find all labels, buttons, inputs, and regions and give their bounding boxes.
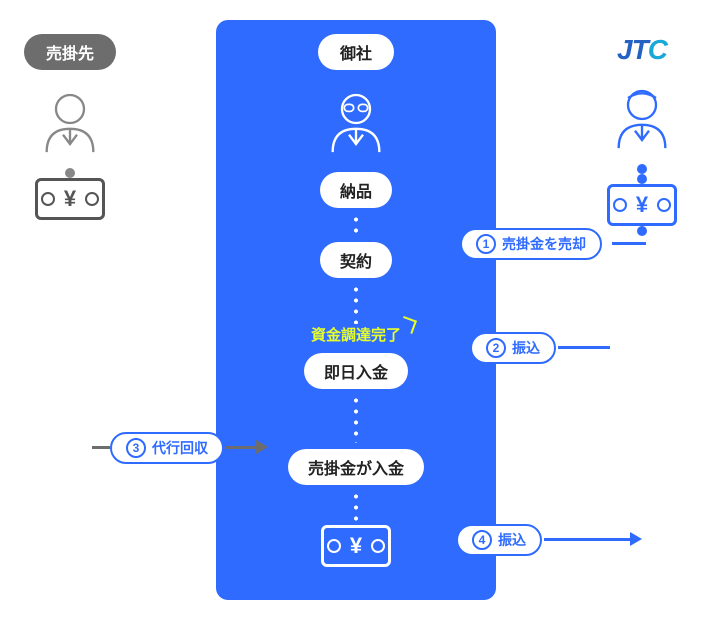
center-dots-2 [354,284,358,324]
jtc-money-icon: ¥ [607,184,677,226]
client-start-dot [65,168,75,178]
step-collection: 売掛金が入金 [288,449,424,485]
arrow2-head [428,340,440,354]
badge-4-text: 振込 [498,530,526,550]
arrow4-line-a [418,538,456,541]
arrow3-head [256,440,268,454]
badge-1-text: 売掛金を売却 [502,234,586,254]
jtc-node-end [637,226,647,236]
arrow2-line-b [558,346,610,349]
arrow1-line-a [430,242,460,245]
step-delivery: 納品 [320,172,392,208]
column-jtc: JTC ¥ [582,20,702,236]
column-client: 売掛先 ¥ [10,20,130,220]
badge-4: 4 振込 [456,524,542,556]
client-money-icon: ¥ [35,178,105,220]
client-person-icon [35,88,105,158]
arrow4-line-b [544,538,630,541]
badge-1: 1 売掛金を売却 [460,228,602,260]
step-contract: 契約 [320,242,392,278]
company-money-icon: ¥ [321,525,391,567]
badge-3-text: 代行回収 [152,438,208,458]
badge-2-text: 振込 [512,338,540,358]
step-highlight: 資金調達完了 [311,324,401,345]
badge-4-num: 4 [472,530,492,550]
jtc-start-dot [637,164,647,174]
column-company: 御社 納品 契約 資金調達完了 即日入金 売掛金が入金 ¥ [216,20,496,600]
center-dots-3 [354,395,358,443]
arrow3-line-a [92,446,110,449]
center-dots-4 [354,491,358,525]
client-title: 売掛先 [24,34,116,70]
badge-3: 3 代行回収 [110,432,224,464]
arrow4-head [630,532,642,546]
company-title: 御社 [318,34,394,70]
arrow1-line-b [612,242,646,245]
badge-2: 2 振込 [470,332,556,364]
jtc-logo: JTC [617,34,667,66]
arrow2-line-a [440,346,470,349]
step-deposit: 即日入金 [304,353,408,389]
badge-2-num: 2 [486,338,506,358]
arrow3-line-b [226,446,256,449]
company-person-icon [321,88,391,158]
center-dots-1 [354,214,358,236]
arrow1-head [418,236,430,250]
badge-1-num: 1 [476,234,496,254]
badge-3-num: 3 [126,438,146,458]
jtc-node-contract [637,174,647,184]
jtc-person-icon [607,84,677,154]
